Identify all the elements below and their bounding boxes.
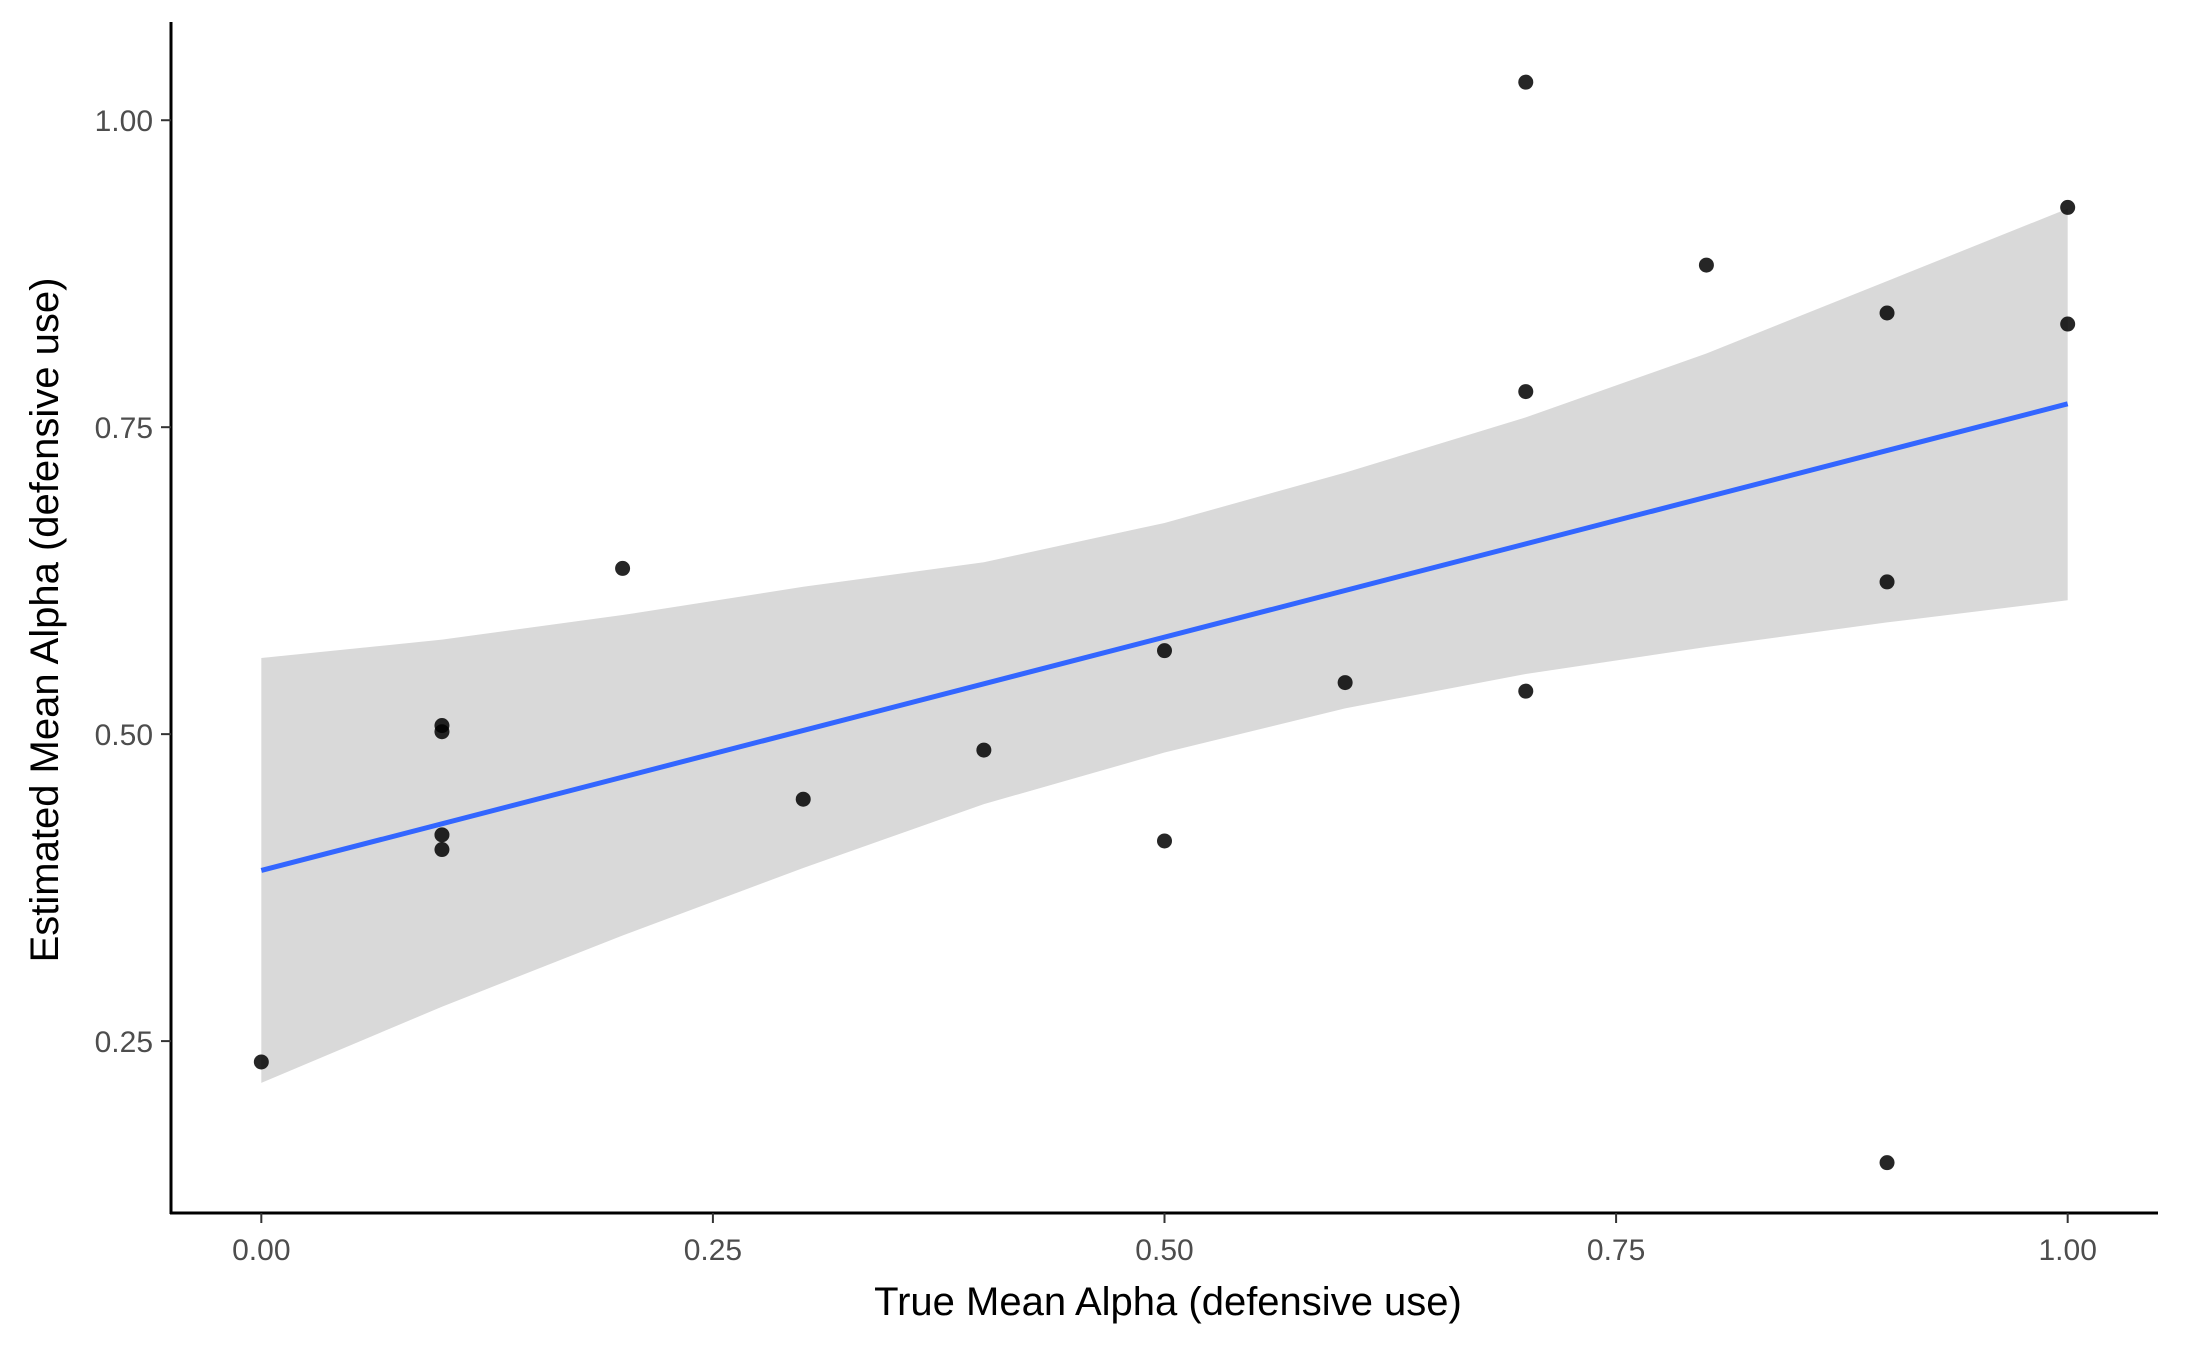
data-point (1518, 384, 1534, 400)
x-tick-label: 0.25 (684, 1234, 742, 1267)
y-tick-label: 0.25 (95, 1026, 153, 1059)
y-ticks-layer: 0.25 0.50 0.75 1.00 (95, 105, 171, 1059)
data-point (253, 1054, 269, 1070)
data-point (2060, 199, 2076, 215)
data-point (1337, 675, 1353, 691)
x-axis-title: True Mean Alpha (defensive use) (874, 1280, 1462, 1324)
data-point (1879, 1155, 1895, 1171)
data-point (1879, 305, 1895, 321)
data-point (1879, 574, 1895, 590)
data-point (434, 827, 450, 843)
points-layer (253, 74, 2076, 1171)
x-tick-label: 0.75 (1587, 1234, 1645, 1267)
data-point (2060, 316, 2076, 332)
data-point (1157, 643, 1172, 659)
data-point (615, 560, 631, 576)
data-point (795, 791, 811, 807)
data-point (1157, 833, 1172, 849)
data-point (1698, 257, 1714, 273)
x-tick-label: 1.00 (2038, 1234, 2096, 1267)
trend-line (260, 401, 2069, 873)
x-tick-label: 0.00 (232, 1234, 290, 1267)
x-ticks-layer: 0.00 0.25 0.50 0.75 1.00 (232, 1213, 2097, 1267)
data-point (1518, 74, 1534, 90)
y-tick-label: 1.00 (95, 105, 153, 138)
trend-line-layer (260, 401, 2069, 873)
data-point (1518, 683, 1534, 699)
data-point (976, 742, 992, 758)
y-tick-label: 0.50 (95, 719, 153, 752)
y-tick-label: 0.75 (95, 412, 153, 445)
data-point (434, 724, 450, 740)
y-axis-title: Estimated Mean Alpha (defensive use) (23, 278, 67, 963)
data-point (434, 842, 450, 858)
x-tick-label: 0.50 (1135, 1234, 1193, 1267)
